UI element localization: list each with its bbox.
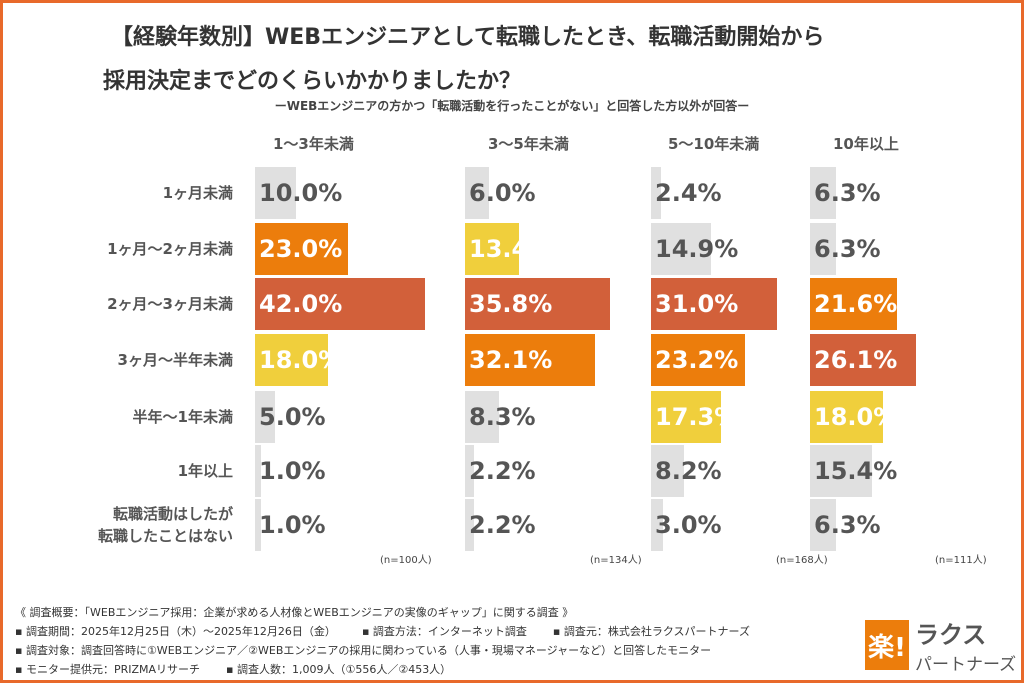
bar — [255, 445, 261, 497]
bar — [810, 391, 883, 443]
value-label: 3.0% — [655, 511, 722, 539]
value-label: 15.4% — [814, 457, 898, 485]
bar — [651, 445, 685, 497]
column-header: 3〜5年未満 — [488, 135, 569, 153]
row-label: 2ヶ月〜3ヶ月未満 — [107, 295, 233, 313]
value-label: 6.3% — [814, 235, 881, 263]
bar — [651, 223, 712, 275]
row-label: 3ヶ月〜半年未満 — [117, 351, 233, 369]
value-label: 23.0% — [259, 235, 343, 263]
sample-size-label: (n=111人) — [935, 555, 987, 566]
value-label: 6.3% — [814, 511, 881, 539]
survey-provider: ▪ モニター提供元：PRIZMAリサーチ — [15, 663, 201, 676]
value-label: 35.8% — [469, 290, 553, 318]
value-label: 26.1% — [814, 346, 898, 374]
value-label: 10.0% — [259, 179, 343, 207]
survey-overview: 《 調査概要：「WEBエンジニア採用：企業が求める人材像とWEBエンジニアの実像… — [15, 606, 574, 619]
survey-count: ▪ 調査人数：1,009人（①556人／②453人） — [226, 663, 452, 676]
company-logo: 楽! ラクスパートナーズ — [865, 615, 1016, 675]
column-header: 5〜10年未満 — [668, 135, 760, 153]
value-label: 23.2% — [655, 346, 739, 374]
value-label: 21.6% — [814, 290, 898, 318]
chart-title-line1: 【経験年数別】WEBエンジニアとして転職したとき、転職活動開始から — [111, 25, 825, 50]
bar — [255, 167, 296, 219]
value-label: 6.3% — [814, 179, 881, 207]
value-label: 14.9% — [655, 235, 739, 263]
sample-size-label: (n=100人) — [380, 555, 432, 566]
sample-size-label: (n=134人) — [590, 555, 642, 566]
value-label: 6.0% — [469, 179, 536, 207]
bar — [810, 223, 836, 275]
value-label: 32.1% — [469, 346, 553, 374]
value-label: 1.0% — [259, 457, 326, 485]
bar — [651, 499, 664, 551]
bar — [255, 223, 349, 275]
bar — [810, 334, 916, 386]
survey-period: ▪ 調査期間：2025年12月25日（木）〜2025年12月26日（金） — [15, 625, 336, 638]
value-label: 2.2% — [469, 457, 536, 485]
chart-subtitle: ーWEBエンジニアの方かつ「転職活動を行ったことがない」と回答した方以外が回答ー — [274, 99, 750, 113]
value-label: 2.2% — [469, 511, 536, 539]
bar — [810, 445, 873, 497]
column-header: 10年以上 — [833, 135, 899, 153]
bar — [651, 391, 722, 443]
value-label: 8.2% — [655, 457, 722, 485]
bar — [651, 334, 745, 386]
value-label: 5.0% — [259, 403, 326, 431]
bar — [255, 499, 261, 551]
value-label: 31.0% — [655, 290, 739, 318]
value-label: 18.0% — [814, 403, 898, 431]
logo-line1: ラクス — [915, 621, 987, 649]
row-label: 転職活動はしたが 転職したことはない — [97, 505, 233, 545]
survey-source: ▪ 調査元：株式会社ラクスパートナーズ — [552, 625, 750, 638]
survey-method: ▪ 調査方法：インターネット調査 — [361, 625, 527, 638]
logo-mark: 楽! — [865, 620, 909, 670]
value-label: 2.4% — [655, 179, 722, 207]
value-label: 8.3% — [469, 403, 536, 431]
bar — [465, 499, 474, 551]
bar — [465, 334, 595, 386]
bar — [651, 167, 661, 219]
bar — [465, 278, 610, 330]
value-label: 18.0% — [259, 346, 343, 374]
row-label: 1年以上 — [177, 462, 233, 480]
bar — [810, 167, 836, 219]
bar — [465, 223, 520, 275]
row-label: 1ヶ月〜2ヶ月未満 — [107, 240, 233, 258]
bar — [255, 278, 426, 330]
bar — [810, 499, 836, 551]
row-label: 半年〜1年未満 — [132, 408, 233, 426]
sample-size-label: (n=168人) — [776, 555, 828, 566]
bar — [465, 391, 499, 443]
value-label: 17.3% — [655, 403, 739, 431]
row-label: 1ヶ月未満 — [162, 184, 233, 202]
bar — [465, 167, 490, 219]
value-label: 13.4% — [469, 235, 553, 263]
bar — [255, 391, 276, 443]
survey-target: ▪ 調査対象：調査回答時に①WEBエンジニア／②WEBエンジニアの採用に関わって… — [15, 644, 712, 657]
chart-title-line2: 採用決定までどのくらいかかりましたか？ — [103, 69, 522, 94]
bar — [651, 278, 777, 330]
value-label: 42.0% — [259, 290, 343, 318]
survey-footer: 《 調査概要：「WEBエンジニア採用：企業が求める人材像とWEBエンジニアの実像… — [15, 603, 776, 679]
bar — [810, 278, 898, 330]
bar — [255, 334, 328, 386]
bar — [465, 445, 474, 497]
value-label: 1.0% — [259, 511, 326, 539]
logo-line2: パートナーズ — [915, 655, 1017, 675]
column-header: 1〜3年未満 — [273, 135, 354, 153]
